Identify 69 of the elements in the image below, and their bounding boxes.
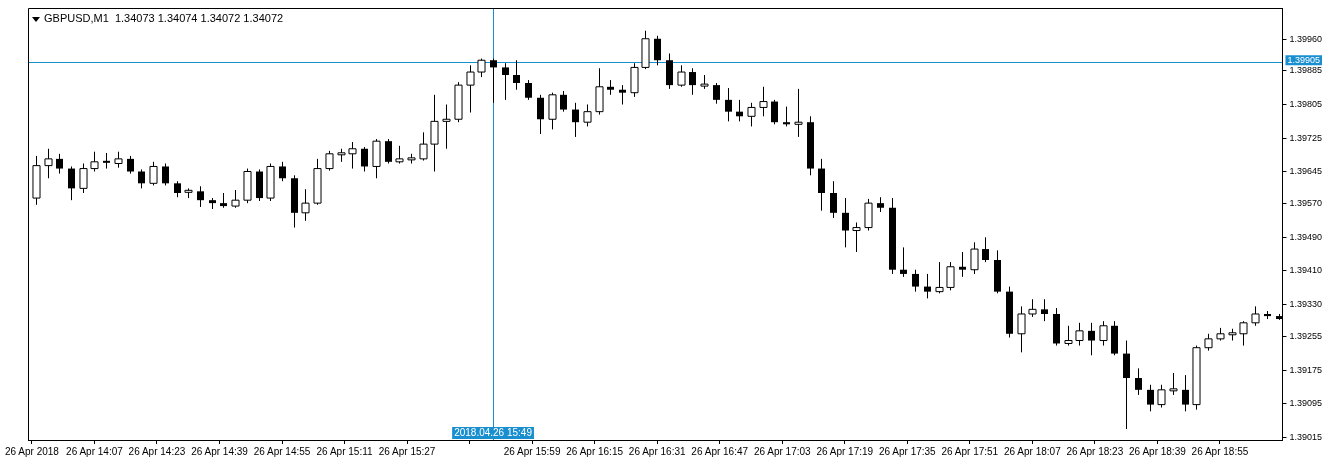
candlestick (958, 251, 967, 278)
x-tick-label: 26 Apr 17:19 (816, 445, 874, 457)
y-tick-label: 1.39255 (1289, 330, 1323, 341)
x-tick-label: 26 Apr 17:35 (878, 445, 937, 457)
ref-line-label: 2018.04.26 15:49 (454, 427, 533, 439)
x-tick-label: 26 Apr 18:55 (1191, 445, 1249, 457)
candlestick (512, 59, 521, 91)
candlestick (536, 94, 545, 135)
candlestick (55, 153, 64, 175)
x-tick-label: 26 Apr 16:15 (566, 445, 624, 457)
y-tick-label: 1.39805 (1289, 98, 1323, 109)
candlestick (489, 58, 498, 104)
x-tick-label: 26 Apr 14:07 (66, 445, 124, 457)
y-tick-label: 1.39175 (1289, 364, 1323, 375)
candlestick (770, 99, 779, 125)
candlestick (899, 246, 908, 278)
candlestick (724, 87, 733, 122)
candlestick (688, 67, 697, 96)
x-tick-label: 26 Apr 17:51 (941, 445, 999, 457)
y-tick-label: 1.39095 (1289, 398, 1323, 409)
candlestick (559, 90, 568, 113)
x-tick-label: 26 Apr 15:59 (503, 445, 561, 457)
candlestick (137, 168, 146, 189)
candlestick (981, 236, 990, 263)
y-tick-label: 1.39015 (1289, 431, 1323, 442)
y-tick-label: 1.39960 (1289, 33, 1323, 44)
candlestick (841, 197, 850, 248)
x-tick-label: 26 Apr 2018 (4, 445, 60, 457)
x-tick-label: 26 Apr 18:23 (1066, 445, 1124, 457)
chart-title: GBPUSD,M1 1.34073 1.34074 1.34072 1.34072 (44, 12, 284, 24)
candlestick (384, 138, 393, 165)
candlestick (360, 146, 369, 173)
x-tick-label: 26 Apr 16:47 (691, 445, 749, 457)
x-tick-label: 26 Apr 15:11 (316, 445, 373, 457)
candlestick (501, 62, 510, 101)
candlestick (911, 269, 920, 293)
candlestick (1181, 374, 1190, 412)
candlestick (1040, 298, 1049, 322)
x-tick-label: 26 Apr 15:27 (378, 445, 436, 457)
y-tick-label: 1.39725 (1289, 132, 1323, 143)
candlestick (278, 161, 287, 182)
candlestick (653, 35, 662, 66)
x-tick-label: 26 Apr 14:23 (128, 445, 186, 457)
ref-line-label: 1.39905 (1287, 55, 1321, 66)
x-tick-label: 26 Apr 16:31 (628, 445, 686, 457)
candlestick (1134, 367, 1143, 396)
candlestick (161, 163, 170, 186)
candlestick (829, 180, 838, 219)
candlestick (712, 82, 721, 105)
candlestick (571, 102, 580, 138)
x-tick-label: 26 Apr 18:07 (1004, 445, 1062, 457)
candlestick (618, 84, 627, 105)
candlestick (1087, 322, 1096, 356)
x-tick-label: 26 Apr 17:03 (753, 445, 812, 457)
candlestick (782, 106, 791, 127)
candlestick (524, 79, 533, 101)
candlestick (67, 165, 76, 201)
y-tick-label: 1.39330 (1289, 299, 1323, 310)
y-tick-label: 1.39490 (1289, 231, 1323, 242)
y-tick-label: 1.39410 (1289, 265, 1323, 276)
x-tick-label: 26 Apr 14:55 (253, 445, 311, 457)
x-tick-label: 26 Apr 18:39 (1129, 445, 1187, 457)
candlestick (196, 185, 205, 208)
y-tick-label: 1.39570 (1289, 198, 1323, 209)
x-tick-label: 26 Apr 14:39 (191, 445, 249, 457)
candlestick (923, 273, 932, 299)
y-tick-label: 1.39885 (1289, 65, 1323, 76)
candlestick (1146, 384, 1155, 412)
y-tick-label: 1.39645 (1289, 166, 1323, 177)
